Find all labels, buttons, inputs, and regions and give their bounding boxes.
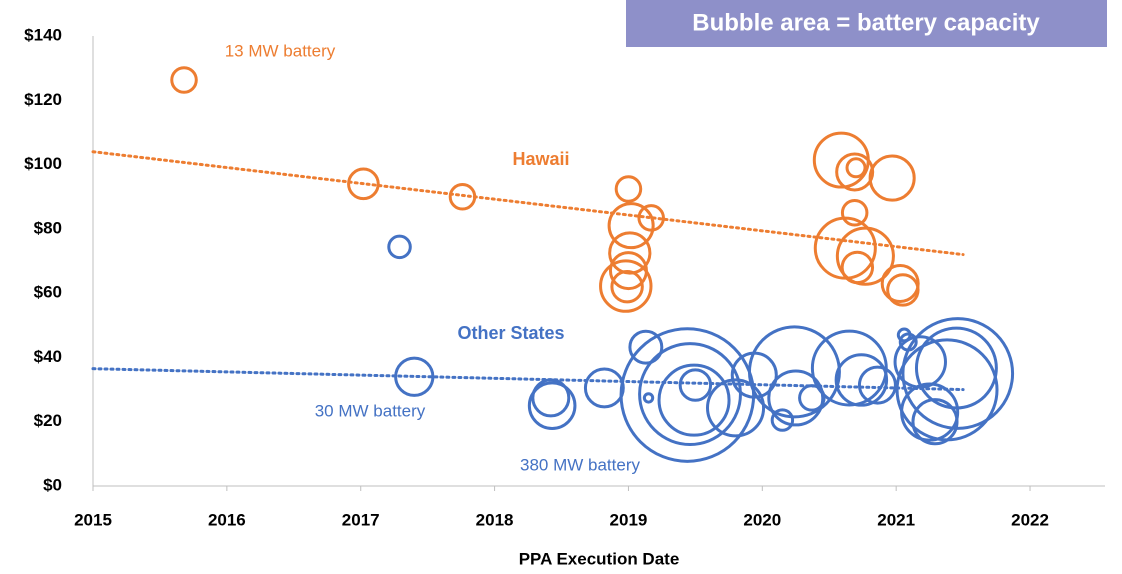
bubble xyxy=(798,384,826,412)
bubble xyxy=(835,226,895,286)
bubble xyxy=(657,363,731,437)
bubble xyxy=(614,175,643,203)
bubble xyxy=(642,392,655,404)
bubble xyxy=(610,270,644,304)
bubble xyxy=(900,382,960,442)
bubble xyxy=(840,199,869,227)
x-tick-label: 2016 xyxy=(208,510,246,529)
bubble xyxy=(347,167,380,201)
y-tick-label: $80 xyxy=(34,218,62,237)
annotation: 30 MW battery xyxy=(315,401,426,420)
bubble xyxy=(895,338,999,442)
y-tick-label: $0 xyxy=(43,475,62,494)
bubble xyxy=(607,202,655,250)
bubble xyxy=(599,259,653,313)
bubble xyxy=(583,367,625,409)
bubble xyxy=(527,381,577,430)
bubble xyxy=(845,157,867,179)
x-tick-label: 2017 xyxy=(342,510,380,529)
series-label: Hawaii xyxy=(512,149,569,169)
bubble xyxy=(911,398,959,446)
x-tick-label: 2019 xyxy=(610,510,648,529)
bubble xyxy=(637,204,665,232)
size-note: Bubble area = battery capacity xyxy=(692,9,1040,36)
bubble xyxy=(638,342,742,447)
y-tick-label: $100 xyxy=(24,154,62,173)
bubble xyxy=(531,378,571,418)
annotation: 13 MW battery xyxy=(225,41,336,60)
bubble xyxy=(835,152,875,192)
bubble xyxy=(747,325,841,419)
bubble xyxy=(678,368,713,402)
bubble xyxy=(868,154,916,202)
legend-box xyxy=(626,0,1107,47)
y-tick-label: $60 xyxy=(34,283,62,302)
annotation: 380 MW battery xyxy=(520,455,640,474)
x-tick-label: 2020 xyxy=(743,510,781,529)
trendline xyxy=(91,367,965,392)
bubble xyxy=(901,317,1015,430)
bubble xyxy=(619,327,756,463)
bubble xyxy=(770,408,795,432)
x-tick-label: 2018 xyxy=(476,510,514,529)
bubble xyxy=(857,365,897,405)
y-tick-label: $40 xyxy=(34,347,62,366)
bubble xyxy=(834,353,889,407)
bubble xyxy=(886,273,920,307)
bubble xyxy=(706,378,766,438)
bubble xyxy=(914,326,998,410)
bubble xyxy=(387,234,412,260)
x-axis-label: PPA Execution Date xyxy=(519,549,680,568)
x-tick-label: 2015 xyxy=(74,510,112,529)
trendline xyxy=(91,150,965,257)
y-tick-label: $120 xyxy=(24,90,62,109)
x-tick-label: 2022 xyxy=(1011,510,1049,529)
y-tick-label: $20 xyxy=(34,411,62,430)
y-tick-label: $140 xyxy=(24,25,62,44)
bubble xyxy=(628,329,664,365)
series-label: Other States xyxy=(457,323,564,343)
bubble xyxy=(170,66,198,94)
x-tick-label: 2021 xyxy=(877,510,915,529)
bubble xyxy=(394,356,435,397)
bubble xyxy=(448,182,477,211)
